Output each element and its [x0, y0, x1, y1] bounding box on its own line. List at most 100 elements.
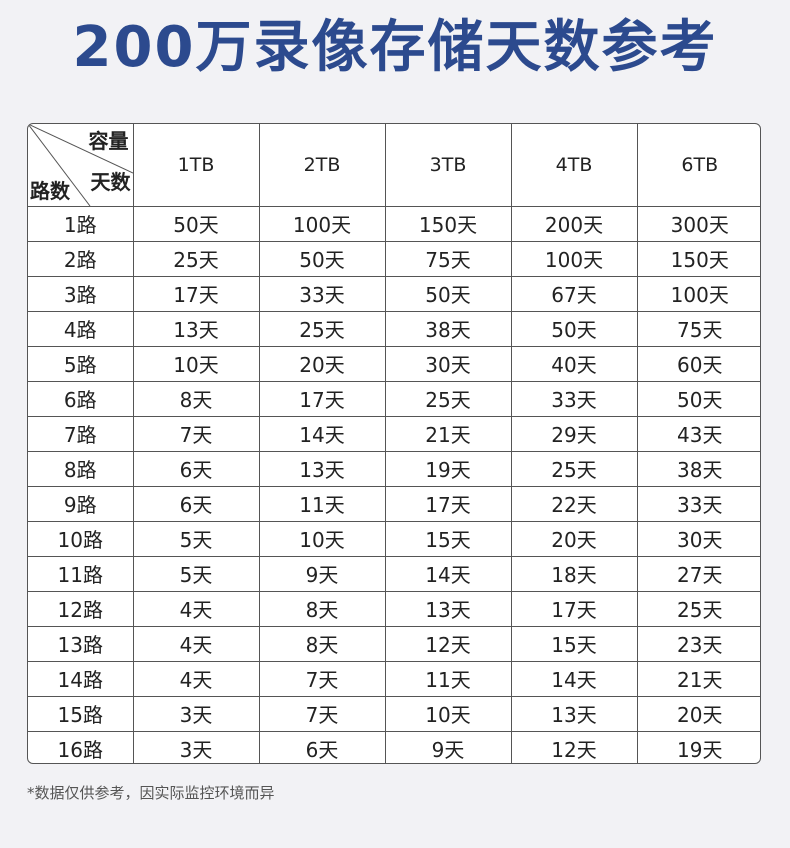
table-cell: 6天 [132, 450, 260, 487]
row-label: 14路 [28, 660, 134, 697]
table-cell: 13天 [258, 450, 386, 487]
table-cell: 75天 [636, 310, 760, 347]
column-header: 6TB [636, 124, 760, 207]
table-row: 1路 50天 100天 150天 200天 300天 [28, 206, 760, 242]
column-header: 4TB [510, 124, 638, 207]
table-row: 14路 4天 7天 11天 14天 21天 [28, 660, 760, 697]
table-cell: 10天 [258, 520, 386, 557]
row-label: 1路 [28, 206, 134, 242]
table-cell: 23天 [636, 625, 760, 662]
table-cell: 14天 [258, 415, 386, 452]
table-cell: 8天 [258, 590, 386, 627]
table-row: 11路 5天 9天 14天 18天 27天 [28, 555, 760, 592]
table-cell: 3天 [132, 730, 260, 763]
table-row: 13路 4天 8天 12天 15天 23天 [28, 625, 760, 662]
corner-cell: 容量 天数 路数 [28, 124, 134, 207]
table-cell: 11天 [258, 485, 386, 522]
corner-label-days: 天数 [90, 170, 131, 194]
table-cell: 4天 [132, 590, 260, 627]
row-label: 2路 [28, 240, 134, 277]
row-label: 9路 [28, 485, 134, 522]
storage-days-table: 容量 天数 路数 1TB 2TB 3TB 4TB 6TB 1路 50天 100天 15… [27, 123, 761, 764]
table-body: 1路 50天 100天 150天 200天 300天 2路 25天 50天 75天 100天 150天… [28, 206, 760, 763]
table-cell: 11天 [384, 660, 512, 697]
table-row: 4路 13天 25天 38天 50天 75天 [28, 310, 760, 347]
table-cell: 17天 [258, 380, 386, 417]
table-cell: 12天 [510, 730, 638, 763]
row-label: 11路 [28, 555, 134, 592]
row-label: 12路 [28, 590, 134, 627]
table-row: 12路 4天 8天 13天 17天 25天 [28, 590, 760, 627]
table-cell: 25天 [132, 240, 260, 277]
table-cell: 25天 [510, 450, 638, 487]
table-row: 5路 10天 20天 30天 40天 60天 [28, 345, 760, 382]
table-cell: 15天 [510, 625, 638, 662]
table-cell: 60天 [636, 345, 760, 382]
storage-table: 容量 天数 路数 1TB 2TB 3TB 4TB 6TB 1路 50天 100天 15… [28, 124, 760, 763]
table-cell: 30天 [636, 520, 760, 557]
table-cell: 5天 [132, 555, 260, 592]
table-cell: 33天 [510, 380, 638, 417]
table-cell: 7天 [132, 415, 260, 452]
table-row: 6路 8天 17天 25天 33天 50天 [28, 380, 760, 417]
table-cell: 10天 [384, 695, 512, 732]
table-cell: 50天 [132, 206, 260, 242]
table-cell: 5天 [132, 520, 260, 557]
table-cell: 19天 [384, 450, 512, 487]
table-cell: 20天 [636, 695, 760, 732]
table-cell: 14天 [384, 555, 512, 592]
table-cell: 43天 [636, 415, 760, 452]
row-label: 13路 [28, 625, 134, 662]
table-cell: 33天 [636, 485, 760, 522]
row-label: 7路 [28, 415, 134, 452]
row-label: 16路 [28, 730, 134, 763]
table-cell: 13天 [132, 310, 260, 347]
table-cell: 21天 [384, 415, 512, 452]
table-cell: 38天 [384, 310, 512, 347]
table-cell: 18天 [510, 555, 638, 592]
table-cell: 27天 [636, 555, 760, 592]
table-cell: 150天 [636, 240, 760, 277]
table-cell: 22天 [510, 485, 638, 522]
table-cell: 20天 [258, 345, 386, 382]
table-cell: 19天 [636, 730, 760, 763]
row-label: 4路 [28, 310, 134, 347]
table-cell: 150天 [384, 206, 512, 242]
table-cell: 9天 [384, 730, 512, 763]
table-row: 2路 25天 50天 75天 100天 150天 [28, 240, 760, 277]
table-cell: 17天 [132, 275, 260, 312]
table-cell: 9天 [258, 555, 386, 592]
table-cell: 6天 [132, 485, 260, 522]
table-cell: 13天 [384, 590, 512, 627]
table-row: 7路 7天 14天 21天 29天 43天 [28, 415, 760, 452]
footnote: *数据仅供参考，因实际监控环境而异 [27, 784, 275, 802]
table-cell: 50天 [510, 310, 638, 347]
table-row: 3路 17天 33天 50天 67天 100天 [28, 275, 760, 312]
table-cell: 25天 [636, 590, 760, 627]
corner-diagonal-lines [28, 124, 133, 206]
column-header: 2TB [258, 124, 386, 207]
table-cell: 40天 [510, 345, 638, 382]
table-cell: 10天 [132, 345, 260, 382]
header-row: 容量 天数 路数 1TB 2TB 3TB 4TB 6TB [28, 124, 760, 207]
corner-label-capacity: 容量 [88, 129, 129, 153]
page-title: 200万录像存储天数参考 [72, 15, 718, 80]
column-header: 3TB [384, 124, 512, 207]
table-cell: 17天 [510, 590, 638, 627]
table-cell: 15天 [384, 520, 512, 557]
table-cell: 29天 [510, 415, 638, 452]
table-cell: 30天 [384, 345, 512, 382]
corner-label-channels: 路数 [30, 178, 70, 203]
table-cell: 25天 [384, 380, 512, 417]
row-label: 5路 [28, 345, 134, 382]
table-cell: 14天 [510, 660, 638, 697]
table-cell: 4天 [132, 625, 260, 662]
column-header: 1TB [132, 124, 260, 207]
table-cell: 100天 [636, 275, 760, 312]
table-cell: 17天 [384, 485, 512, 522]
table-cell: 25天 [258, 310, 386, 347]
table-row: 8路 6天 13天 19天 25天 38天 [28, 450, 760, 487]
table-cell: 100天 [510, 240, 638, 277]
table-row: 16路 3天 6天 9天 12天 19天 [28, 730, 760, 763]
table-row: 9路 6天 11天 17天 22天 33天 [28, 485, 760, 522]
